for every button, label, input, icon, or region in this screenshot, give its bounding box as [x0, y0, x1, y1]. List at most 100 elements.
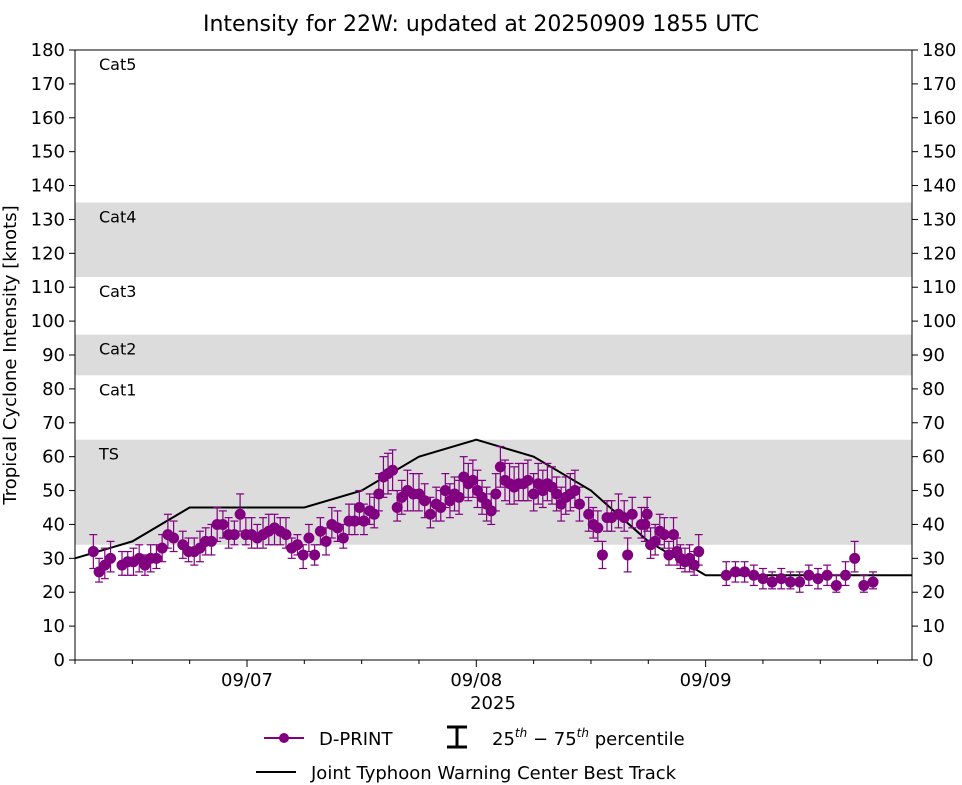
y-axis-left: 0 10 20 30 40 50 60 70 80 90 100 110 120 130 140 150 160… — [31, 40, 75, 671]
dprint-marker — [668, 529, 680, 541]
dprint-marker — [168, 532, 180, 544]
dprint-marker — [358, 515, 370, 527]
y-axis-right: 0 10 20 30 40 50 60 70 80 90 100 110 120 130 140 150 160… — [912, 40, 956, 671]
dprint-point — [867, 571, 879, 590]
dprint-point — [658, 517, 670, 549]
legend-pct-rest: percentile — [589, 729, 685, 750]
dprint-marker — [467, 474, 479, 486]
dprint-marker — [217, 518, 229, 530]
dprint-marker — [373, 488, 385, 500]
category-label-cat1: Cat1 — [99, 380, 136, 399]
x-tick-label: 09/08 — [450, 670, 502, 691]
y-tick-label-left: 170 — [31, 74, 65, 95]
dprint-marker — [337, 532, 349, 544]
dprint-marker — [622, 549, 634, 561]
y-tick-label-right: 60 — [922, 447, 945, 468]
legend-label-percentile: 25th − 75th percentile — [492, 726, 685, 750]
dprint-marker — [105, 552, 117, 564]
y-tick-label-right: 30 — [922, 548, 945, 569]
y-tick-label-left: 0 — [54, 650, 65, 671]
dprint-marker — [803, 569, 815, 581]
dprint-marker — [291, 539, 303, 551]
dprint-point — [419, 483, 431, 519]
dprint-point — [280, 517, 292, 549]
dprint-marker — [150, 552, 162, 564]
legend-item-best-track: Joint Typhoon Warning Center Best Track — [256, 763, 677, 784]
legend-pct-dash: − — [527, 729, 554, 750]
dprint-point — [739, 561, 751, 583]
dprint-marker — [849, 552, 861, 564]
y-tick-label-left: 20 — [42, 582, 65, 603]
y-tick-label-right: 90 — [922, 345, 945, 366]
dprint-marker — [626, 508, 638, 520]
dprint-marker — [839, 569, 851, 581]
y-tick-label-right: 40 — [922, 514, 945, 535]
legend-label-dprint: D-PRINT — [319, 729, 393, 750]
dprint-marker — [551, 488, 563, 500]
chart-title: Intensity for 22W: updated at 20250909 1… — [203, 12, 759, 37]
dprint-marker — [688, 559, 700, 571]
dprint-marker — [234, 508, 246, 520]
y-tick-label-left: 150 — [31, 142, 65, 163]
dprint-marker — [729, 566, 741, 578]
dprint-marker — [368, 508, 380, 520]
dprint-point — [720, 561, 732, 587]
dprint-marker — [453, 491, 465, 503]
category-label-ts: TS — [98, 445, 119, 464]
dprint-point — [693, 534, 705, 566]
dprint-point — [830, 574, 842, 593]
dprint-series — [87, 445, 879, 593]
dprint-point — [156, 534, 168, 563]
band-cat4 — [75, 202, 912, 278]
dprint-marker — [858, 579, 870, 591]
dprint-marker — [522, 474, 534, 486]
legend-pct-sup1: th — [515, 726, 527, 740]
legend-label-best-track: Joint Typhoon Warning Center Best Track — [310, 763, 677, 784]
dprint-point — [320, 527, 332, 556]
y-tick-label-right: 120 — [922, 243, 956, 264]
legend: D-PRINT 25th − 75th percentile Joint Typ… — [256, 725, 685, 784]
dprint-point — [583, 496, 595, 532]
x-tick-label: 09/07 — [221, 670, 273, 691]
dprint-marker — [424, 508, 436, 520]
y-tick-label-right: 130 — [922, 209, 956, 230]
y-tick-label-right: 160 — [922, 108, 956, 129]
y-tick-label-left: 180 — [31, 40, 65, 61]
y-tick-label-left: 120 — [31, 243, 65, 264]
y-tick-label-left: 90 — [42, 345, 65, 366]
legend-pct-75: 75 — [554, 729, 577, 750]
dprint-marker — [490, 488, 502, 500]
dprint-marker — [592, 522, 604, 534]
dprint-marker — [320, 535, 332, 547]
dprint-marker — [720, 569, 732, 581]
legend-item-percentile: 25th − 75th percentile — [447, 725, 685, 750]
dprint-marker — [775, 573, 787, 585]
dprint-marker — [748, 569, 760, 581]
dprint-point — [748, 564, 760, 587]
dprint-marker — [494, 461, 506, 473]
dprint-point — [424, 496, 436, 529]
y-tick-label-left: 60 — [42, 447, 65, 468]
dprint-point — [297, 544, 309, 570]
dprint-point — [358, 503, 370, 536]
dprint-point — [729, 561, 741, 583]
dprint-point — [858, 574, 870, 593]
y-tick-label-right: 20 — [922, 582, 945, 603]
y-tick-label-left: 10 — [42, 616, 65, 637]
dprint-marker — [156, 542, 168, 554]
y-tick-label-right: 180 — [922, 40, 956, 61]
y-tick-label-left: 80 — [42, 379, 65, 400]
y-tick-label-right: 0 — [922, 650, 933, 671]
dprint-point — [794, 571, 806, 593]
dprint-point — [551, 476, 563, 512]
category-label-cat2: Cat2 — [99, 340, 136, 359]
dprint-marker — [658, 529, 670, 541]
dprint-marker — [391, 502, 403, 513]
category-label-cat3: Cat3 — [99, 282, 136, 301]
dprint-marker — [205, 535, 217, 547]
y-tick-label-left: 140 — [31, 176, 65, 197]
dprint-point — [217, 510, 229, 539]
dprint-point — [490, 473, 502, 512]
y-tick-label-right: 50 — [922, 481, 945, 502]
dprint-point — [775, 567, 787, 590]
